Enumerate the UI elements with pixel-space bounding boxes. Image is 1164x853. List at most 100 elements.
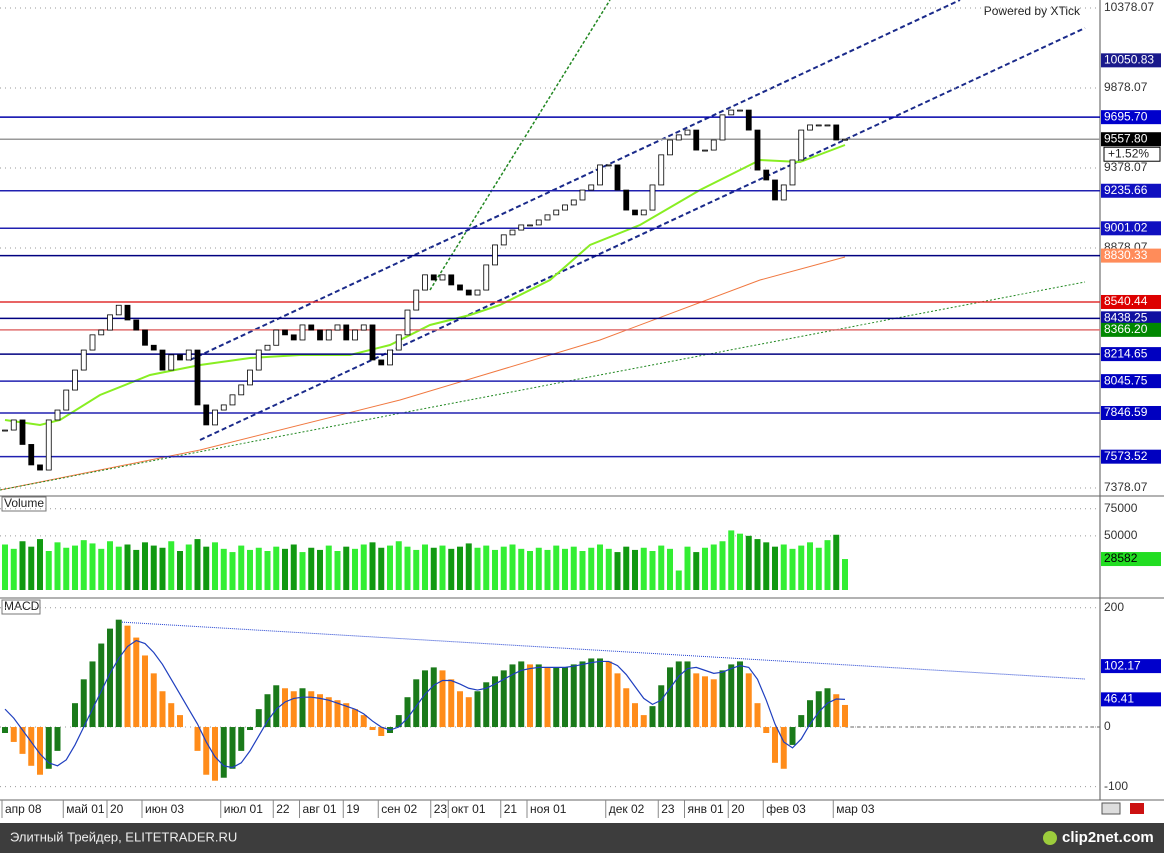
volume-bar <box>115 546 122 590</box>
candle <box>54 409 61 421</box>
macd-bar <box>789 727 796 745</box>
macd-bar <box>553 667 560 728</box>
candle <box>518 224 525 231</box>
footer-text: Элитный Трейдер, ELITETRADER.RU <box>10 829 237 844</box>
volume-bar <box>649 551 656 590</box>
volume-bar <box>754 539 761 590</box>
macd-bar <box>684 661 691 728</box>
volume-bar <box>745 535 752 590</box>
x-tick-label: 19 <box>346 802 360 816</box>
macd-bar <box>290 691 297 728</box>
candle <box>430 274 437 281</box>
volume-bar <box>422 544 428 590</box>
candle <box>37 464 43 471</box>
candle <box>89 334 96 351</box>
macd-bar <box>719 670 726 728</box>
volume-bar <box>448 548 455 590</box>
trendline <box>0 281 1086 491</box>
macd-bar <box>334 700 341 728</box>
value-box <box>1101 322 1161 337</box>
icon-button[interactable] <box>1130 803 1144 814</box>
macd-bar <box>535 664 542 728</box>
volume-bar <box>667 548 673 590</box>
macd-bar <box>815 691 822 728</box>
volume-bar <box>719 541 726 590</box>
x-tick-label: мар 03 <box>836 802 875 816</box>
macd-bar <box>605 661 612 728</box>
volume-bar <box>579 551 586 590</box>
macd-bar <box>500 670 507 728</box>
candle <box>570 199 577 206</box>
candle <box>343 324 350 341</box>
volume-bar <box>474 547 481 590</box>
macd-bar <box>308 691 315 728</box>
volume-bar <box>404 546 411 590</box>
macd-bar <box>588 658 595 728</box>
candle <box>728 109 735 116</box>
panel-title: Volume <box>4 496 44 510</box>
volume-bar <box>124 544 131 590</box>
candle <box>483 264 490 291</box>
macd-bar <box>369 727 376 731</box>
candle <box>203 404 210 426</box>
macd-bar <box>430 667 437 728</box>
macd-bar <box>693 673 700 728</box>
volume-bar <box>19 541 26 590</box>
candle <box>527 224 533 227</box>
macd-bar <box>833 694 840 728</box>
volume-bar <box>772 546 778 590</box>
panel-label-box <box>1 496 47 512</box>
candle <box>535 219 542 226</box>
candle <box>745 109 752 131</box>
macd-bar <box>544 667 551 728</box>
macd-bar <box>220 727 227 778</box>
macd-bar <box>798 715 805 728</box>
volume-bar <box>343 546 350 590</box>
candle <box>124 304 131 321</box>
footer-bar <box>0 823 1164 853</box>
x-tick-label: ноя 01 <box>530 802 567 816</box>
candle <box>474 289 481 296</box>
value-box-label: 9557.80 <box>1104 131 1148 145</box>
candle <box>299 324 306 341</box>
macd-bar <box>754 703 761 728</box>
volume-bar <box>325 545 332 590</box>
macd-bar <box>54 727 61 751</box>
macd-bar <box>194 727 201 751</box>
candle <box>457 284 463 291</box>
x-tick-label: апр 08 <box>5 802 42 816</box>
macd-bar <box>229 727 236 769</box>
candle <box>492 244 498 266</box>
macd-bar <box>282 688 288 728</box>
macd-bar <box>474 691 481 728</box>
volume-bar <box>168 541 175 590</box>
candle <box>824 124 831 127</box>
volume-bar <box>693 552 700 590</box>
candle <box>378 359 385 366</box>
volume-bar <box>430 547 437 590</box>
volume-bar <box>203 546 210 590</box>
volume-bar <box>842 559 848 590</box>
macd-bar <box>439 670 446 728</box>
value-box-label: 8540.44 <box>1104 294 1148 308</box>
macd-bar <box>404 697 411 728</box>
macd-bar <box>413 679 420 728</box>
candle <box>115 304 122 316</box>
candle <box>623 189 630 211</box>
candle <box>448 274 455 286</box>
macd-bar <box>570 664 577 728</box>
macd-bar <box>737 661 743 728</box>
volume-bar <box>317 549 323 590</box>
x-tick-label: 21 <box>504 802 518 816</box>
volume-bar <box>675 570 682 590</box>
macd-bar <box>203 727 210 775</box>
volume-bar <box>527 551 533 590</box>
volume-bar <box>212 542 218 590</box>
volume-bar <box>413 549 420 590</box>
candle <box>562 204 568 211</box>
macd-bar <box>509 664 516 728</box>
y-tick-label: 9378.07 <box>1104 160 1148 174</box>
volume-bar <box>728 530 735 590</box>
icon-button[interactable] <box>1101 802 1121 815</box>
